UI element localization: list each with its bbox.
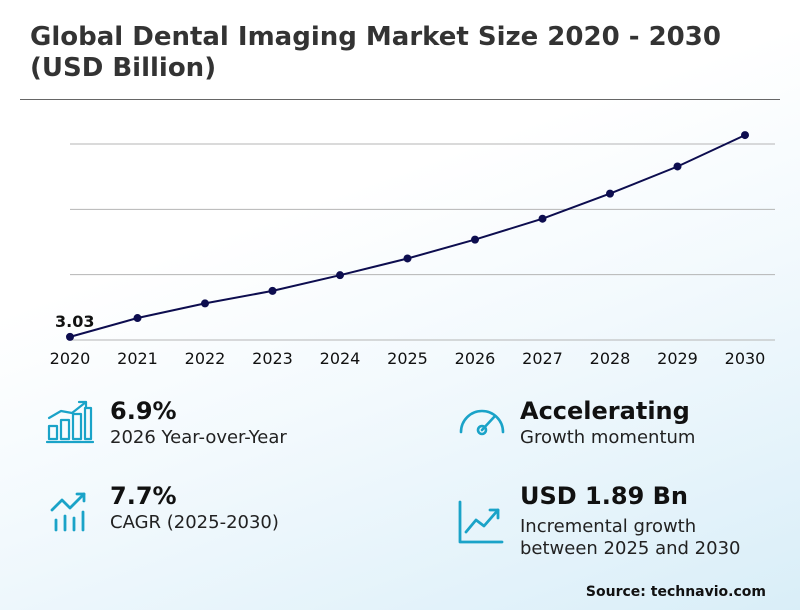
data-labels: 3.03	[55, 312, 94, 331]
x-tick-label: 2028	[590, 349, 631, 368]
stat-incremental: USD 1.89 Bn Incremental growth between 2…	[520, 482, 740, 560]
stat-incremental-label: Incremental growth between 2025 and 2030	[520, 516, 740, 560]
grid-layer	[70, 143, 775, 341]
x-tick-label: 2022	[185, 349, 226, 368]
stat-yoy-label: 2026 Year-over-Year	[110, 427, 287, 448]
chart-title: Global Dental Imaging Market Size 2020 -…	[30, 22, 790, 84]
x-tick-label: 2029	[657, 349, 698, 368]
line-chart: 2020 2021 2022 2023 2024 2025 2026 2027 2028 2029…	[50, 131, 775, 368]
x-tick-label: 2025	[387, 349, 428, 368]
data-point-2030	[741, 131, 749, 140]
data-point-2021	[133, 314, 142, 323]
line-chart-up-icon	[458, 500, 504, 544]
x-tick-label: 2024	[320, 349, 361, 368]
stat-yoy-value: 6.9%	[110, 397, 177, 425]
data-point-2020	[66, 332, 74, 341]
stat-momentum-label: Growth momentum	[520, 427, 696, 448]
data-point-2025	[403, 254, 412, 263]
speedometer-icon	[459, 409, 505, 436]
stat-momentum-value: Accelerating	[520, 397, 690, 425]
trend-bars-icon	[50, 492, 86, 532]
data-points	[66, 131, 749, 341]
data-point-2029	[673, 162, 682, 171]
stat-incremental-label-line1: Incremental growth	[520, 516, 697, 537]
data-point-2023	[268, 286, 277, 295]
x-tick-label: 2020	[50, 349, 91, 368]
bar-chart-up-icon	[46, 400, 94, 444]
stat-cagr-value: 7.7%	[110, 482, 177, 510]
source-credit: Source: technavio.com	[585, 584, 766, 600]
stat-cagr: 7.7% CAGR (2025-2030)	[110, 482, 279, 534]
stat-yoy: 6.9% 2026 Year-over-Year	[110, 397, 287, 449]
chart-title-line2: (USD Billion)	[30, 53, 217, 83]
x-tick-label: 2021	[117, 349, 158, 368]
data-point-2022	[201, 299, 209, 308]
x-axis: 2020 2021 2022 2023 2024 2025 2026 2027 2028 2029…	[50, 349, 766, 368]
chart-title-line1: Global Dental Imaging Market Size 2020 -…	[30, 22, 721, 52]
data-point-2028	[606, 189, 614, 198]
stat-incremental-label-line2: between 2025 and 2030	[520, 538, 741, 559]
series-line	[69, 134, 746, 338]
x-tick-label: 2023	[252, 349, 293, 368]
data-point-2026	[471, 235, 479, 244]
x-tick-label: 2026	[455, 349, 496, 368]
data-point-2024	[336, 271, 344, 280]
stat-cagr-label: CAGR (2025-2030)	[110, 512, 279, 533]
x-tick-label: 2030	[725, 349, 766, 368]
stat-incremental-value: USD 1.89 Bn	[520, 482, 688, 510]
stat-momentum: Accelerating Growth momentum	[520, 397, 695, 449]
data-point-2027	[538, 214, 547, 223]
title-divider	[20, 99, 780, 100]
x-tick-label: 2027	[522, 349, 563, 368]
data-label: 3.03	[55, 312, 94, 331]
